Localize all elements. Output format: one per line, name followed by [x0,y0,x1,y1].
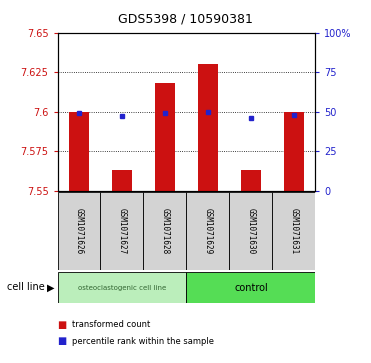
Text: GSM1071627: GSM1071627 [118,208,127,254]
Text: ■: ■ [58,336,67,346]
Bar [272,192,315,270]
Bar [58,272,187,303]
Bar [101,192,144,270]
Text: GDS5398 / 10590381: GDS5398 / 10590381 [118,13,253,26]
Bar [241,170,260,191]
Text: GSM1071630: GSM1071630 [246,208,255,254]
Bar [187,192,229,270]
Text: GSM1071631: GSM1071631 [289,208,298,254]
Text: ■: ■ [58,320,67,330]
Bar [58,192,101,270]
Text: ▶: ▶ [47,282,55,293]
Text: cell line: cell line [7,282,45,293]
Bar [69,112,89,191]
Text: percentile rank within the sample: percentile rank within the sample [72,337,214,346]
Bar [144,192,186,270]
Text: transformed count: transformed count [72,321,150,329]
Text: GSM1071629: GSM1071629 [203,208,213,254]
Bar [155,83,175,191]
Text: GSM1071628: GSM1071628 [160,208,170,254]
Bar [284,112,303,191]
Bar [187,272,315,303]
Text: GSM1071626: GSM1071626 [75,208,83,254]
Bar [112,170,132,191]
Bar [229,192,272,270]
Bar [198,64,217,191]
Text: control: control [234,283,268,293]
Text: osteoclastogenic cell line: osteoclastogenic cell line [78,285,166,291]
